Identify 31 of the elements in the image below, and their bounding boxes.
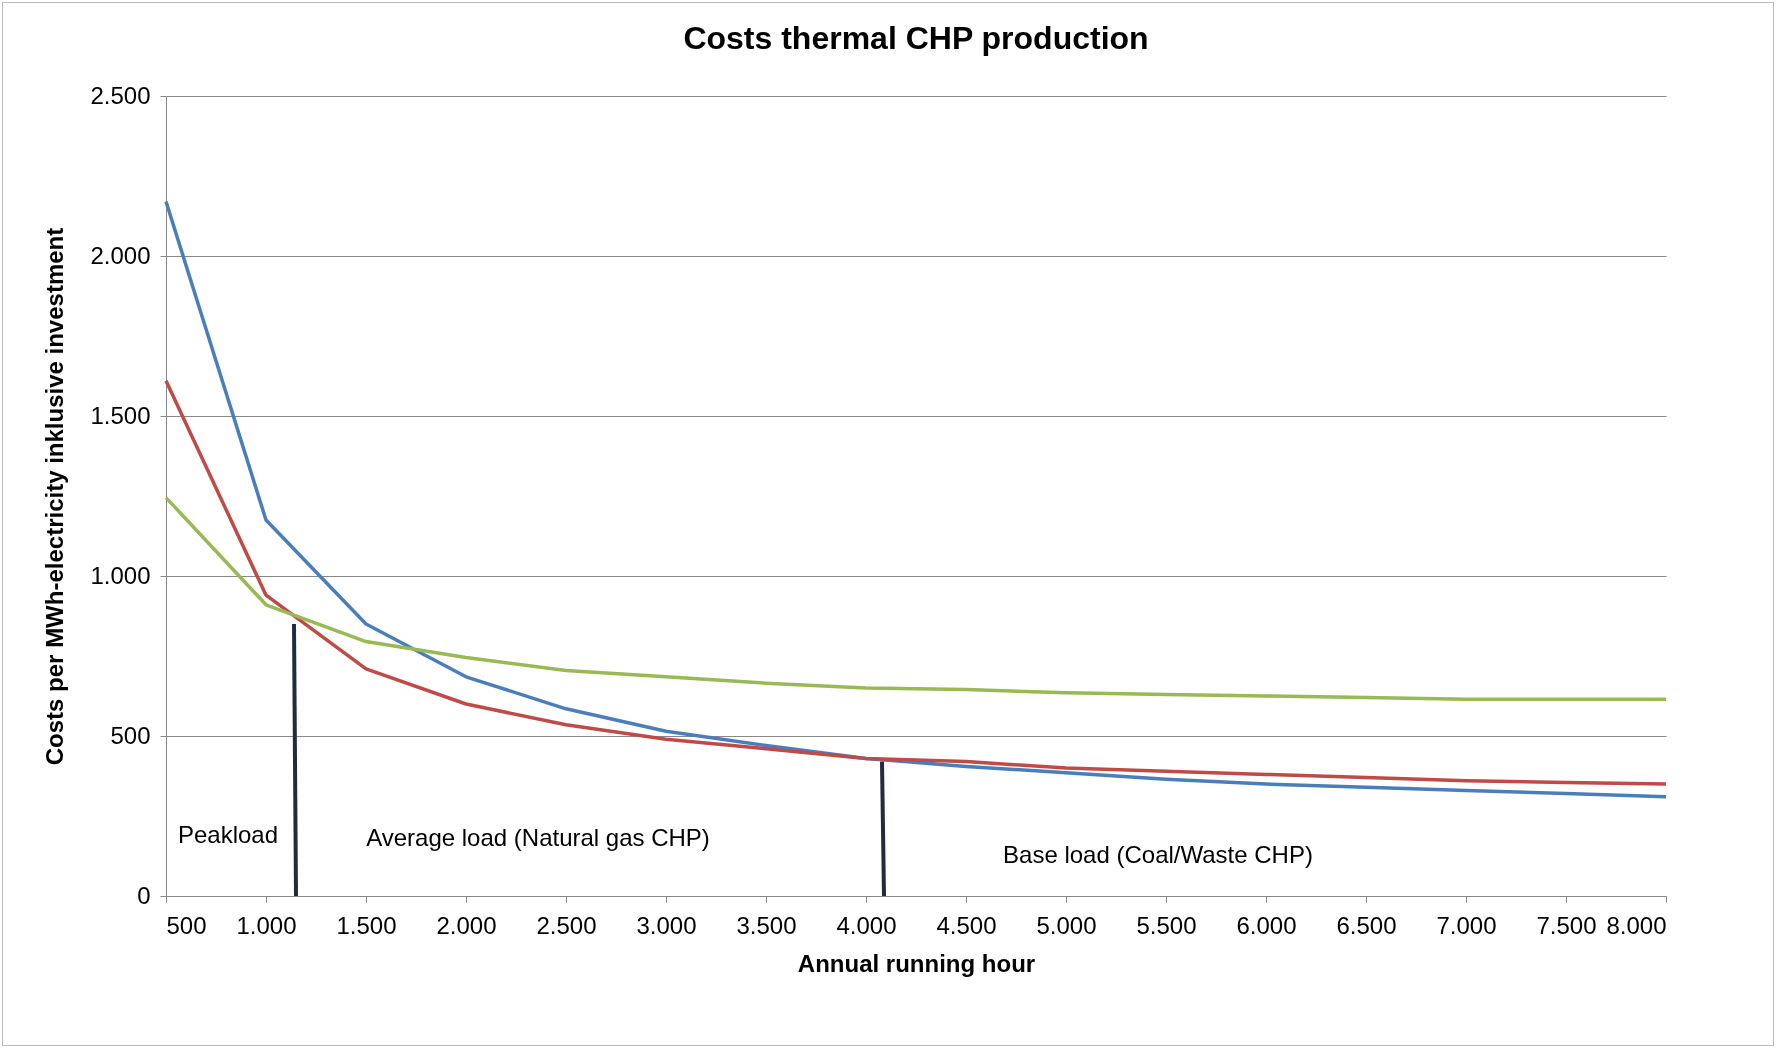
x-tick-label: 4.500 [936,911,997,939]
y-axis-title: Costs per MWh-electricity inklusive investment [41,227,69,766]
line-series [164,199,1668,799]
x-tick-label: 6.000 [1236,911,1297,939]
annotation: Base load (Coal/Waste CHP) [1003,841,1313,868]
y-tick-label: 500 [110,721,151,749]
x-tick-label: 2.000 [436,911,497,939]
x-tick-label: 8.000 [1606,911,1667,939]
y-tick-label: 1.000 [90,561,151,589]
y-tick-label: 0 [137,881,151,909]
x-tick-label: 1.000 [236,911,297,939]
y-tick-label: 2.000 [90,241,151,269]
x-tick-label: 1.500 [336,911,397,939]
x-tick-label: 5.500 [1136,911,1197,939]
x-tick-label: 4.000 [836,911,897,939]
x-tick-label: 3.500 [736,911,797,939]
x-tick-label: 3.000 [636,911,697,939]
x-tick-label: 7.500 [1536,911,1597,939]
y-tick-label: 1.500 [90,401,151,429]
x-tick-label: 5.000 [1036,911,1097,939]
annotation: Peakload [177,821,279,848]
x-tick-label: 6.500 [1336,911,1397,939]
x-axis-title: Annual running hour [797,949,1036,977]
x-tick-label: 500 [166,911,207,939]
y-tick-label: 2.500 [90,81,151,109]
x-tick-label: 2.500 [536,911,597,939]
line-series [164,495,1668,701]
annotation: Average load (Natural gas CHP) [366,824,710,851]
chart-title: Costs thermal CHP production [683,20,1149,56]
line-series [164,379,1668,786]
x-tick-label: 7.000 [1436,911,1497,939]
